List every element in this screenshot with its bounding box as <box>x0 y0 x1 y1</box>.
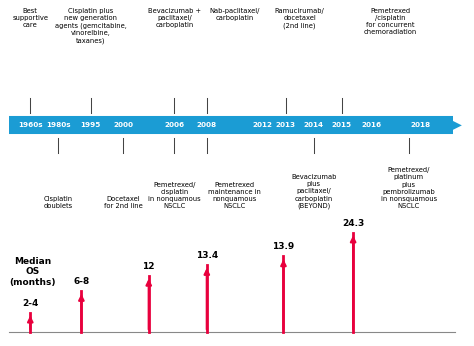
Text: 2012: 2012 <box>253 122 273 128</box>
Text: Cisplatin plus
new generation
agents (gemcitabine,
vinorelbine,
taxanes): Cisplatin plus new generation agents (ge… <box>55 8 127 44</box>
Text: Cisplatin
doublets: Cisplatin doublets <box>44 196 73 209</box>
Text: Pemetrexed/
cisplatin
in nonquamous
NSCLC: Pemetrexed/ cisplatin in nonquamous NSCL… <box>148 182 201 209</box>
Text: 2014: 2014 <box>304 122 324 128</box>
Text: 1980s: 1980s <box>46 122 71 128</box>
Text: Bevacizumab
plus
paclitaxel/
carboplatin
(BEYOND): Bevacizumab plus paclitaxel/ carboplatin… <box>291 174 337 209</box>
Text: 1995: 1995 <box>81 122 101 128</box>
Text: 12: 12 <box>143 262 155 271</box>
Text: 2018: 2018 <box>410 122 430 128</box>
Text: 2008: 2008 <box>197 122 217 128</box>
Text: 13.9: 13.9 <box>273 242 294 251</box>
Text: Nab-paclitaxel/
carboplatin: Nab-paclitaxel/ carboplatin <box>210 8 260 21</box>
Text: Best
supportive
care: Best supportive care <box>12 8 48 28</box>
Text: 2-4: 2-4 <box>22 299 38 308</box>
Text: 2013: 2013 <box>276 122 296 128</box>
Text: Pemetrexed
maintenance in
nonquamous
NSCLC: Pemetrexed maintenance in nonquamous NSC… <box>208 182 261 209</box>
Text: 2000: 2000 <box>113 122 133 128</box>
Text: 24.3: 24.3 <box>342 219 364 228</box>
Text: Ramucirumab/
docetaxel
(2nd line): Ramucirumab/ docetaxel (2nd line) <box>275 8 325 29</box>
Text: 6-8: 6-8 <box>73 277 90 286</box>
Text: 1960s: 1960s <box>18 122 43 128</box>
Text: 13.4: 13.4 <box>196 251 218 260</box>
Text: 2006: 2006 <box>164 122 184 128</box>
Text: Bevacizumab +
paclitaxel/
carboplatin: Bevacizumab + paclitaxel/ carboplatin <box>148 8 201 28</box>
Text: Median
OS
(months): Median OS (months) <box>9 257 56 286</box>
Text: Pemetrexed/
platinum
plus
pembrolizumab
in nonsquamous
NSCLC: Pemetrexed/ platinum plus pembrolizumab … <box>381 167 437 209</box>
Text: 2015: 2015 <box>331 122 352 128</box>
Text: Pemetrexed
/cisplatin
for concurrent
chemoradiation: Pemetrexed /cisplatin for concurrent che… <box>364 8 417 35</box>
Text: Docetaxel
for 2nd line: Docetaxel for 2nd line <box>104 196 143 209</box>
Text: 2016: 2016 <box>362 122 382 128</box>
